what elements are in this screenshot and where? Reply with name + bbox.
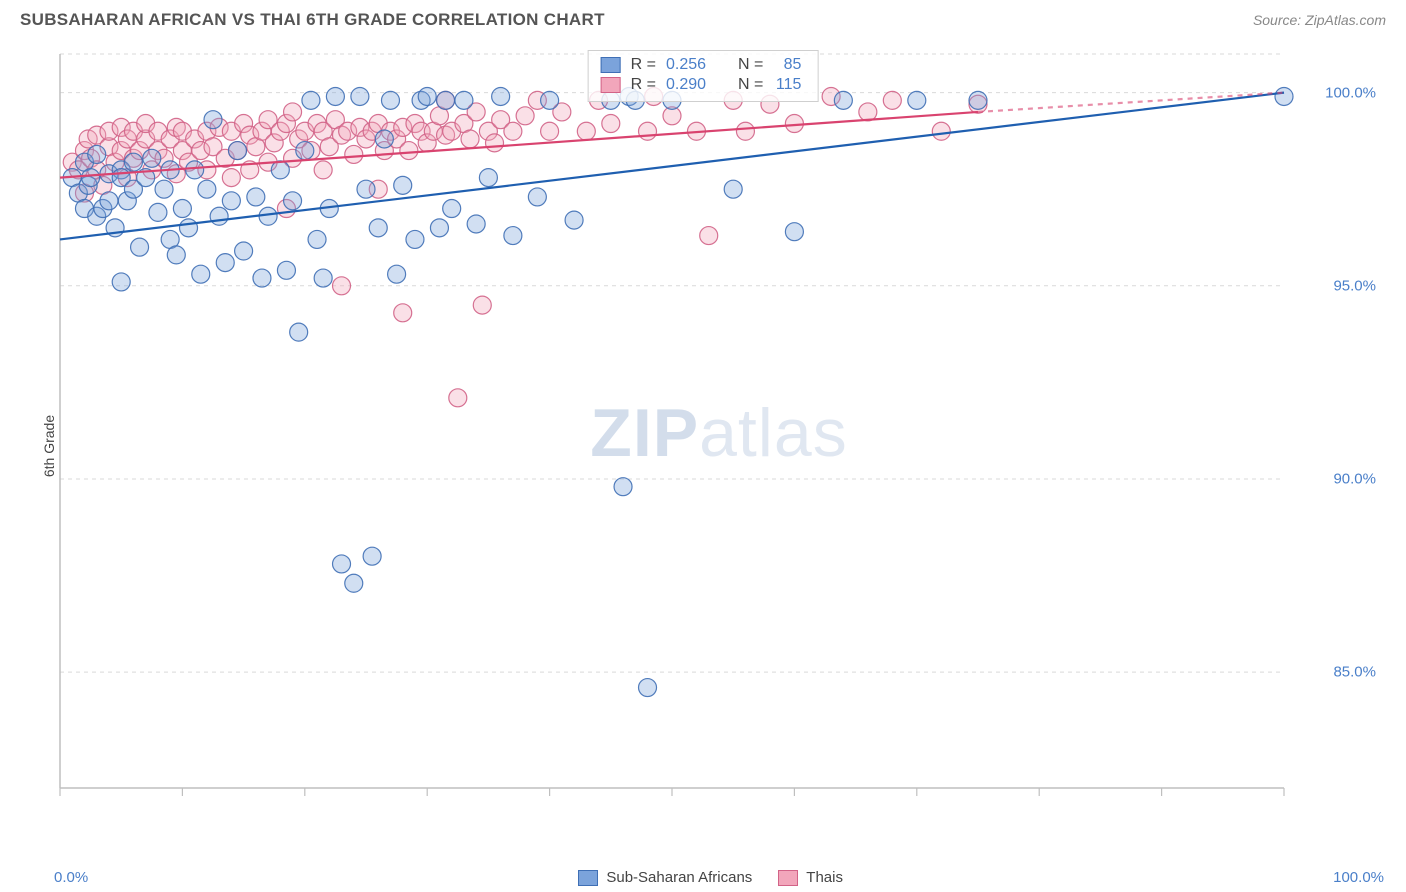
x-min-label: 0.0% xyxy=(54,869,88,886)
legend-swatch-series2 xyxy=(778,870,798,886)
swatch-series1 xyxy=(601,57,621,73)
swatch-series2 xyxy=(601,77,621,93)
y-tick-label: 95.0% xyxy=(1333,277,1376,294)
chart-title: SUBSAHARAN AFRICAN VS THAI 6TH GRADE COR… xyxy=(20,10,605,30)
series-legend: Sub-Saharan Africans Thais xyxy=(578,869,843,886)
scatter-plot xyxy=(54,48,1384,818)
legend-item-series1: Sub-Saharan Africans xyxy=(578,869,752,886)
stats-row-series1: R = 0.256 N = 85 xyxy=(601,55,802,75)
x-max-label: 100.0% xyxy=(1333,869,1384,886)
legend-swatch-series1 xyxy=(578,870,598,886)
stats-legend: R = 0.256 N = 85 R = 0.290 N = 115 xyxy=(588,50,819,102)
chart-area: ZIPatlas 85.0%90.0%95.0%100.0% xyxy=(54,48,1384,818)
chart-header: SUBSAHARAN AFRICAN VS THAI 6TH GRADE COR… xyxy=(0,0,1406,38)
y-tick-label: 100.0% xyxy=(1325,84,1376,101)
legend-item-series2: Thais xyxy=(778,869,843,886)
y-tick-label: 85.0% xyxy=(1333,664,1376,681)
stats-row-series2: R = 0.290 N = 115 xyxy=(601,75,802,95)
source-label: Source: ZipAtlas.com xyxy=(1253,12,1386,28)
y-tick-label: 90.0% xyxy=(1333,470,1376,487)
bottom-legend: 0.0% Sub-Saharan Africans Thais 100.0% xyxy=(54,869,1384,886)
